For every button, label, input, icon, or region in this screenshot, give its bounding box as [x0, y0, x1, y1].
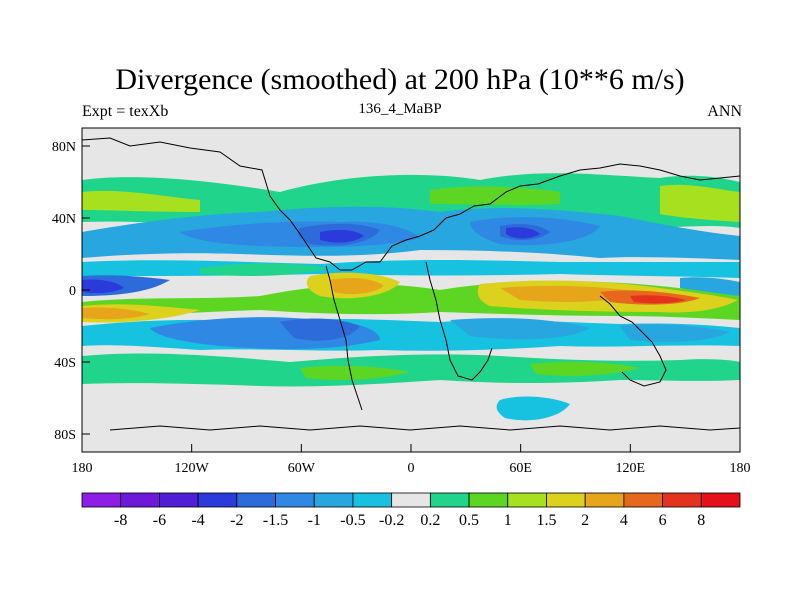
x-tick-labels: 180 120W 60W 0 60E 120E 180 — [72, 461, 751, 476]
colorbar-box — [120, 492, 160, 508]
sh-divergence-band — [82, 353, 740, 387]
y-tick-label: 40S — [54, 356, 76, 371]
colorbar-box — [662, 492, 702, 508]
colorbar-label: 8 — [697, 512, 705, 529]
colorbar-box — [352, 492, 393, 508]
colorbar-box — [429, 492, 470, 508]
axis-ticks — [81, 145, 741, 452]
y-tick-label: 40N — [52, 212, 76, 227]
colorbar-label: 4 — [620, 512, 628, 529]
colorbar-label: 6 — [659, 512, 667, 529]
colorbar-box — [236, 492, 276, 508]
colorbar-box — [275, 492, 315, 508]
y-tick-labels: 80N 40N 0 40S 80S — [52, 140, 76, 443]
x-tick-label: 60E — [509, 461, 532, 476]
x-tick-label: 120E — [616, 461, 646, 476]
x-tick-label: 60W — [288, 461, 316, 476]
colorbar-label: 2 — [581, 512, 589, 529]
colorbar-box — [584, 492, 625, 508]
figure-title: Divergence (smoothed) at 200 hPa (10**6 … — [115, 63, 685, 96]
experiment-label: Expt = texXb — [82, 103, 169, 120]
colorbar: -8 -6 -4 -2 -1.5 -1 -0.5 -0.2 0.2 0.5 1 1.5 2 4 6 8 — [81, 492, 741, 529]
colorbar-label: 1.5 — [536, 512, 556, 529]
colorbar-box — [700, 492, 741, 508]
coastlines — [82, 137, 740, 431]
colorbar-label: -4 — [191, 512, 204, 529]
x-tick-label: 180 — [72, 461, 93, 476]
colorbar-label: -1 — [308, 512, 321, 529]
colorbar-label: -0.5 — [340, 512, 365, 529]
y-tick-label: 0 — [69, 284, 76, 299]
colorbar-label: -2 — [230, 512, 243, 529]
colorbar-labels: -8 -6 -4 -2 -1.5 -1 -0.5 -0.2 0.2 0.5 1 1.5 2 4 6 8 — [114, 512, 705, 529]
colorbar-box — [197, 492, 238, 508]
x-tick-label: 180 — [730, 461, 751, 476]
colorbar-box — [159, 492, 199, 508]
x-tick-label: 120W — [175, 461, 210, 476]
colorbar-box — [623, 492, 663, 508]
case-label: 136_4_MaBP — [358, 101, 442, 117]
colorbar-box — [546, 492, 586, 508]
colorbar-label: -8 — [114, 512, 127, 529]
colorbar-box — [507, 492, 547, 508]
map-panel — [82, 128, 740, 452]
season-label: ANN — [707, 103, 742, 120]
colorbar-box — [468, 492, 509, 508]
colorbar-label: 0.2 — [420, 512, 440, 529]
equatorial-convergence — [82, 260, 740, 296]
equatorial-divergence-band — [82, 272, 740, 323]
x-tick-label: 0 — [408, 461, 415, 476]
colorbar-box — [313, 492, 354, 508]
colorbar-box — [391, 492, 431, 508]
colorbar-label: 1 — [504, 512, 512, 529]
colorbar-label: -6 — [153, 512, 166, 529]
colorbar-box — [81, 492, 122, 508]
colorbar-label: 0.5 — [459, 512, 479, 529]
colorbar-label: -0.2 — [379, 512, 404, 529]
y-tick-label: 80N — [52, 140, 76, 155]
colorbar-label: -1.5 — [263, 512, 288, 529]
y-tick-label: 80S — [54, 428, 76, 443]
colorbar-boxes — [81, 492, 741, 508]
sh-blue-blob — [496, 396, 570, 421]
